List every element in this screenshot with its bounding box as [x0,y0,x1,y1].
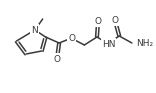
Text: O: O [54,54,61,64]
Text: NH₂: NH₂ [136,39,153,48]
Text: O: O [94,16,101,25]
Text: O: O [112,16,119,24]
Text: HN: HN [102,40,115,49]
Text: O: O [68,33,75,43]
Text: N: N [32,25,38,35]
